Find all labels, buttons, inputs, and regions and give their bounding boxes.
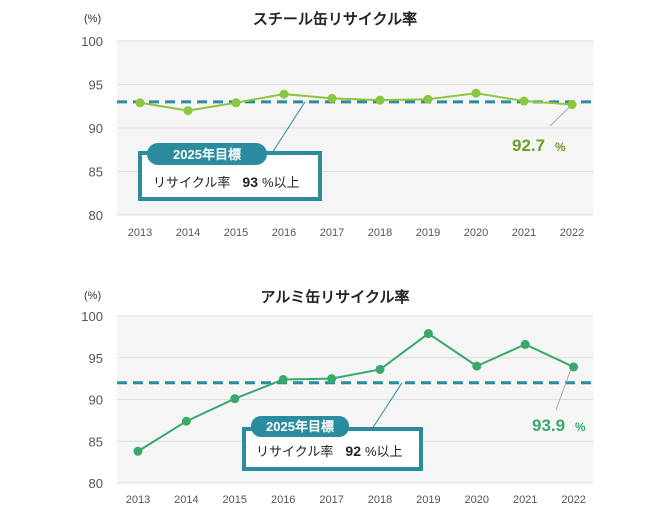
y-tick-label: 85 (89, 165, 103, 180)
callout-leader-line (549, 107, 570, 127)
x-tick-label: 2018 (368, 227, 392, 239)
x-tick-label: 2017 (320, 227, 344, 239)
target-text: リサイクル率 (153, 175, 230, 190)
y-axis-ticks: 80 85 90 95 100 (81, 34, 103, 223)
x-tick-label: 2014 (174, 494, 198, 506)
target-suffix: %以上 (365, 444, 403, 459)
y-unit-label: (%) (84, 13, 101, 25)
data-point (520, 339, 530, 349)
data-point (135, 98, 145, 108)
x-tick-label: 2016 (272, 227, 296, 239)
callout-unit: % (555, 140, 566, 154)
x-tick-label: 2019 (416, 494, 440, 506)
data-point (183, 106, 193, 116)
x-tick-label: 2017 (319, 494, 343, 506)
y-tick-label: 80 (89, 208, 103, 223)
target-badge (251, 416, 349, 437)
x-tick-label: 2014 (176, 227, 200, 239)
steel-can-chart: スチール缶リサイクル率 (%) 80 85 90 95 100 2013 2014 2015… (81, 10, 593, 239)
data-point (230, 394, 240, 404)
data-point (519, 96, 529, 106)
callout-leader-line (555, 369, 572, 411)
y-unit-label: (%) (84, 290, 101, 302)
series-line (139, 92, 573, 112)
data-points (133, 329, 579, 456)
target-suffix: %以上 (262, 175, 300, 190)
chart-title: スチール缶リサイクル率 (253, 10, 417, 28)
y-tick-label: 80 (89, 476, 103, 491)
x-tick-label: 2015 (223, 494, 247, 506)
data-points (135, 88, 577, 116)
x-tick-label: 2020 (465, 494, 489, 506)
x-tick-label: 2021 (513, 494, 537, 506)
x-tick-label: 2021 (512, 227, 536, 239)
x-tick-label: 2020 (464, 227, 488, 239)
data-point (133, 446, 143, 456)
data-point (423, 94, 433, 104)
target-number: 92 (345, 443, 361, 459)
target-badge (147, 143, 267, 165)
x-axis-ticks: 2013 2014 2015 2016 2017 2018 2019 2020 2021 2022 (126, 494, 586, 506)
data-point (375, 364, 385, 374)
data-point (375, 95, 385, 105)
x-tick-label: 2016 (271, 494, 295, 506)
callout-value: 92.7 (512, 136, 545, 155)
data-point (471, 88, 481, 98)
data-point (181, 416, 191, 426)
callout-value: 93.9 (532, 416, 565, 435)
y-axis-ticks: 80 85 90 95 100 (81, 309, 103, 491)
data-point (569, 362, 579, 372)
x-tick-label: 2019 (416, 227, 440, 239)
target-badge-label: 2025年目標 (173, 147, 241, 162)
x-tick-label: 2022 (560, 227, 584, 239)
data-point (423, 329, 433, 339)
y-tick-label: 95 (89, 78, 103, 93)
data-point (279, 89, 289, 99)
x-tick-label: 2013 (128, 227, 152, 239)
x-tick-label: 2013 (126, 494, 150, 506)
target-number: 93 (242, 174, 258, 190)
x-tick-label: 2018 (368, 494, 392, 506)
x-tick-label: 2015 (224, 227, 248, 239)
data-point (472, 361, 482, 371)
chart-title: アルミ缶リサイクル率 (260, 288, 409, 306)
series-line (137, 332, 575, 453)
y-tick-label: 100 (81, 309, 103, 324)
data-point (278, 374, 288, 384)
y-tick-label: 90 (89, 393, 103, 408)
target-leader-line (371, 382, 403, 430)
x-tick-label: 2022 (561, 494, 585, 506)
data-point (231, 98, 241, 108)
data-point (567, 100, 577, 110)
callout-unit: % (575, 420, 586, 434)
data-point (327, 374, 337, 384)
data-point (327, 93, 337, 103)
gridlines (117, 315, 593, 484)
target-leader-line (271, 101, 306, 154)
target-badge-label: 2025年目標 (266, 419, 334, 434)
y-tick-label: 85 (89, 434, 103, 449)
y-tick-label: 95 (89, 351, 103, 366)
x-axis-ticks: 2013 2014 2015 2016 2017 2018 2019 2020 2021 2022 (128, 227, 584, 239)
target-text: リサイクル率 (256, 444, 333, 459)
y-tick-label: 100 (81, 34, 103, 49)
y-tick-label: 90 (89, 121, 103, 136)
